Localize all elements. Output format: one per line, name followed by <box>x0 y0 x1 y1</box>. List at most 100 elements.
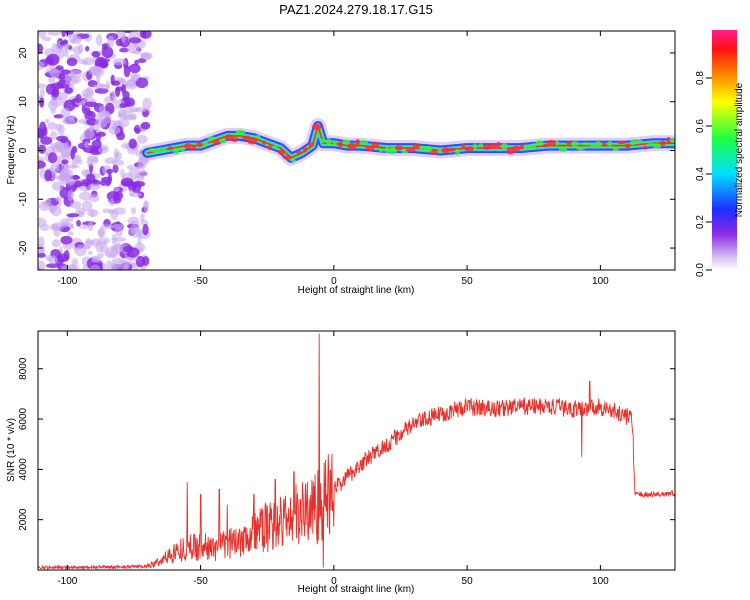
noise-blob <box>42 36 52 42</box>
figure-title: PAZ1.2024.279.18.17.G15 <box>279 2 433 17</box>
x-tick-label: -100 <box>57 276 77 287</box>
noise-blob <box>66 57 78 67</box>
noise-blob <box>51 239 61 248</box>
noise-blob <box>142 256 150 266</box>
ridge-blob <box>261 140 267 145</box>
ridge-blob <box>242 135 251 141</box>
ridge-blob <box>594 141 602 148</box>
noise-blob <box>101 46 114 59</box>
y-tick-label: 4000 <box>18 458 29 481</box>
y-tick-label: 20 <box>18 47 29 59</box>
noise-blob <box>84 141 90 149</box>
ridge-blob <box>581 142 592 146</box>
ridge-blob <box>601 142 607 146</box>
ridge-blob <box>364 146 375 152</box>
noise-blob <box>128 37 142 44</box>
noise-blob <box>38 83 47 89</box>
noise-blob <box>108 209 115 215</box>
noise-blob <box>100 224 114 230</box>
noise-blob <box>40 136 53 145</box>
snr-series-line <box>38 333 675 570</box>
noise-blob <box>131 113 137 121</box>
noise-blob <box>78 224 90 230</box>
ridge-blob <box>447 147 456 152</box>
noise-blob <box>47 152 58 164</box>
noise-blob <box>85 45 90 52</box>
noise-blob <box>128 63 141 74</box>
noise-blob <box>48 255 58 265</box>
noise-blob <box>68 114 75 121</box>
noise-blob <box>69 70 75 80</box>
noise-blob <box>79 182 90 187</box>
noise-blob <box>128 138 137 149</box>
ridge-blob <box>311 123 322 130</box>
noise-blob <box>111 233 117 245</box>
noise-blob <box>61 159 69 165</box>
noise-blob <box>119 103 128 109</box>
ridge-blob <box>512 145 520 153</box>
ridge-blob <box>337 141 344 148</box>
noise-blob <box>96 131 106 137</box>
noise-blob <box>140 121 151 130</box>
noise-blob <box>137 134 148 144</box>
noise-blob <box>47 122 58 130</box>
noise-blob <box>129 167 141 178</box>
noise-blob <box>56 91 69 100</box>
noise-blob <box>122 245 134 253</box>
ridge-blob <box>523 145 533 150</box>
ridge-blob <box>437 149 443 154</box>
ridge-blob <box>167 146 173 151</box>
noise-blob <box>82 93 89 98</box>
noise-blob <box>38 243 46 255</box>
noise-blob <box>91 256 102 263</box>
noise-blob <box>112 164 119 173</box>
noise-blob <box>97 228 106 237</box>
colorbar-label: Normalized spectral amplitude <box>734 82 745 217</box>
colorbar-tick-label: 0.6 <box>695 119 706 133</box>
noise-blob <box>105 260 113 270</box>
ridge-blob <box>558 146 568 153</box>
noise-blob <box>134 106 148 113</box>
ridge-blob <box>384 146 390 154</box>
noise-blob <box>71 145 78 154</box>
noise-blob <box>86 157 94 167</box>
y-tick-label: -10 <box>18 192 29 207</box>
noise-blob <box>95 33 103 46</box>
noise-blob <box>60 265 71 270</box>
colorbar-tick-label: 0.8 <box>695 71 706 85</box>
snr-x-ticks: -100 -50 0 50 100 <box>57 331 609 587</box>
ridge-blob <box>630 138 637 146</box>
noise-blob <box>128 31 141 40</box>
ridge-blob <box>172 147 180 155</box>
ridge-blob <box>624 143 631 149</box>
noise-blob <box>86 173 96 182</box>
noise-blob <box>141 31 147 39</box>
y-tick-label: 0 <box>18 147 29 153</box>
ridge-blob <box>478 143 484 148</box>
noise-blob <box>119 47 130 53</box>
noise-blob <box>39 87 45 98</box>
noise-blob <box>129 192 142 198</box>
noise-blob <box>115 38 124 47</box>
noise-blob <box>90 264 101 270</box>
noise-blob <box>140 52 153 60</box>
colorbar-ticks: 0.0 0.2 0.4 0.6 0.8 <box>695 71 712 277</box>
noise-blob <box>38 43 44 54</box>
ridge-blob <box>612 146 619 152</box>
noise-blob <box>46 53 60 66</box>
noise-blob <box>71 258 79 267</box>
noise-blob <box>80 186 90 192</box>
noise-blob <box>72 35 82 45</box>
ridge-blob <box>441 147 450 154</box>
spectrogram-heatmap <box>38 31 675 270</box>
ridge-blob <box>230 137 239 142</box>
noise-blob <box>106 35 115 48</box>
colorbar-gradient <box>712 30 737 270</box>
noise-blob <box>106 168 114 174</box>
noise-blob <box>61 31 66 38</box>
noise-blob <box>67 189 74 202</box>
ridge-blob <box>412 143 421 149</box>
noise-blob <box>38 266 43 270</box>
noise-blob <box>96 252 104 259</box>
